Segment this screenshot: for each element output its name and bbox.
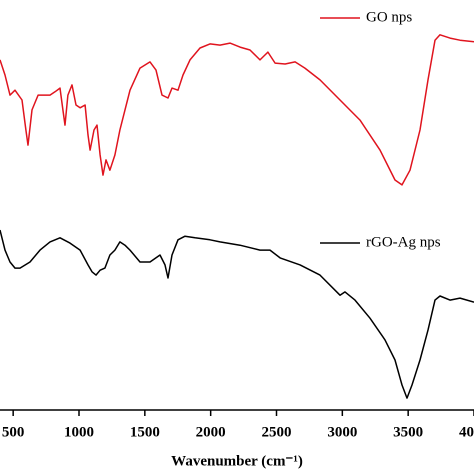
series-line [0, 229, 474, 399]
x-tick-label: 2000 [196, 424, 226, 440]
x-tick-label: 500 [2, 424, 25, 440]
x-tick-label: 2500 [262, 424, 292, 440]
legend-label: rGO-Ag nps [366, 234, 441, 250]
x-tick-label: 3500 [393, 424, 423, 440]
legend-label: GO nps [366, 9, 412, 25]
x-tick-label: 1500 [130, 424, 160, 440]
x-tick-label: 4000 [459, 424, 474, 440]
x-axis-title: Wavenumber (cm⁻¹) [171, 453, 303, 469]
x-tick-label: 3000 [327, 424, 357, 440]
x-tick-label: 1000 [64, 424, 94, 440]
series-line [0, 34, 474, 186]
